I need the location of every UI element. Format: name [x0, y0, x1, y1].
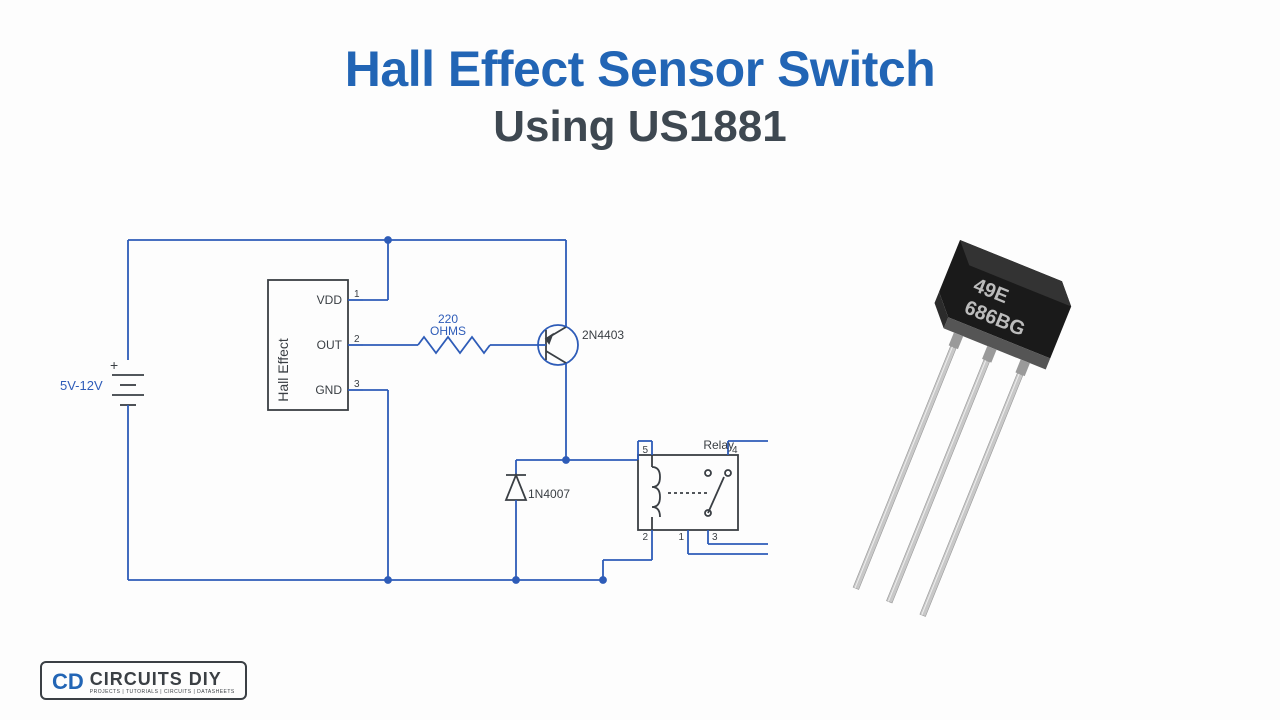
svg-text:OUT: OUT: [317, 338, 343, 352]
svg-text:Relay: Relay: [703, 438, 734, 452]
circuit-schematic: +5V-12VHall EffectVDD1OUT2GND3220OHMS2N4…: [48, 210, 768, 610]
svg-text:1N4007: 1N4007: [528, 487, 570, 501]
logo-sub-text: PROJECTS | TUTORIALS | CIRCUITS | DATASH…: [90, 690, 235, 695]
svg-text:+: +: [110, 357, 118, 373]
svg-text:1: 1: [354, 289, 360, 300]
svg-text:5V-12V: 5V-12V: [60, 378, 103, 393]
sensor-component-image: 49E686BG: [840, 220, 1220, 640]
svg-text:4: 4: [732, 445, 738, 456]
svg-text:3: 3: [712, 532, 718, 543]
svg-text:OHMS: OHMS: [430, 324, 466, 338]
svg-text:Hall Effect: Hall Effect: [275, 338, 291, 402]
svg-text:3: 3: [354, 379, 360, 390]
svg-text:5: 5: [642, 445, 648, 456]
svg-text:GND: GND: [315, 383, 342, 397]
site-logo: CD CIRCUITS DIY PROJECTS | TUTORIALS | C…: [40, 661, 247, 700]
svg-text:VDD: VDD: [317, 293, 343, 307]
svg-text:2N4403: 2N4403: [582, 328, 624, 342]
title-line2: Using US1881: [0, 102, 1280, 152]
logo-main-text: CIRCUITS DIY: [90, 670, 235, 688]
title-block: Hall Effect Sensor Switch Using US1881: [0, 40, 1280, 152]
svg-text:1: 1: [678, 532, 684, 543]
title-line1: Hall Effect Sensor Switch: [0, 40, 1280, 98]
svg-text:2: 2: [642, 532, 648, 543]
logo-mark: CD: [52, 669, 84, 695]
svg-text:2: 2: [354, 334, 360, 345]
